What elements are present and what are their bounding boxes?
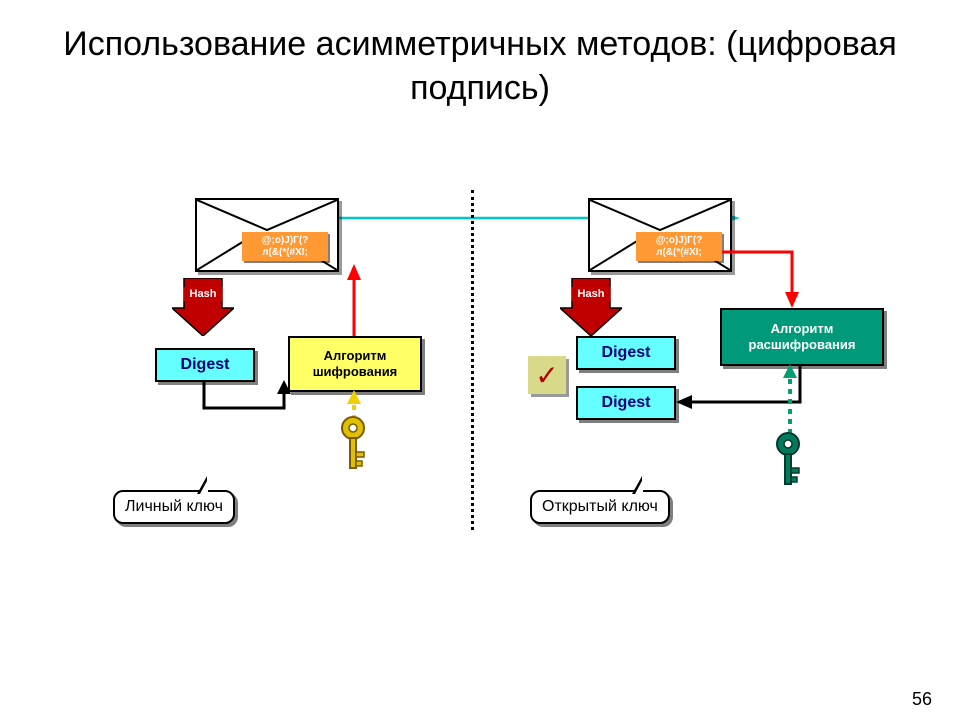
digest-right-1: Digest: [576, 336, 676, 370]
hash-label-right: Hash: [572, 287, 611, 301]
hash-label-left: Hash: [184, 287, 223, 301]
public-key-icon: [770, 432, 806, 487]
ciphertext-incoming: @;o)J)Г(? л(&(*(#XI;: [636, 232, 722, 261]
page-title: Использование асимметричных методов: (ци…: [0, 0, 960, 120]
private-key-label: Личный ключ: [113, 490, 235, 524]
digest-right-2: Digest: [576, 386, 676, 420]
diagram-canvas: @;o)J)Г(? л(&(*(#XI; Hash Digest Алгорит…: [0, 160, 960, 680]
conn-digest-to-enc: [200, 380, 300, 420]
public-key-text: Открытый ключ: [542, 498, 658, 515]
digest-left: Digest: [155, 348, 255, 382]
private-key-icon: [335, 416, 371, 471]
decrypt-algorithm: Алгоритм расшифрования: [720, 308, 884, 366]
conn-cipher-to-dec: [720, 250, 810, 310]
conn-pubkey-to-dec: [782, 364, 798, 434]
ciphertext-outgoing: @;o)J)Г(? л(&(*(#XI;: [242, 232, 328, 261]
public-key-label: Открытый ключ: [530, 490, 670, 524]
encrypt-algorithm: Алгоритм шифрования: [288, 336, 422, 392]
cipher-line1: @;o)J)Г(?: [262, 235, 309, 246]
cipher-line2: л(&(*(#XI;: [262, 247, 308, 258]
page-number: 56: [912, 689, 932, 710]
hash-arrow-left: Hash: [172, 278, 234, 336]
divider: [471, 190, 474, 530]
conn-enc-to-cipher: [344, 264, 364, 336]
cipher-line2-r: л(&(*(#XI;: [656, 247, 702, 258]
cipher-line1-r: @;o)J)Г(?: [656, 235, 703, 246]
private-key-text: Личный ключ: [125, 498, 223, 515]
verify-check: ✓: [528, 356, 566, 394]
hash-arrow-right: Hash: [560, 278, 622, 336]
